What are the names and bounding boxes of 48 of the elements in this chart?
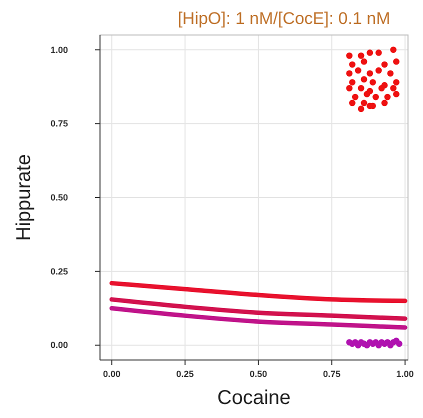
point [349, 100, 356, 106]
y-tick-label: 0.00 [50, 340, 68, 350]
point [393, 90, 400, 98]
point [372, 94, 379, 100]
x-tick-label: 0.25 [176, 369, 194, 379]
point [349, 79, 356, 86]
x-tick-label: 0.00 [102, 369, 120, 379]
point [358, 52, 364, 59]
point [346, 52, 353, 59]
point [346, 84, 353, 92]
point [390, 84, 397, 92]
point [381, 61, 388, 68]
y-tick-label: 0.50 [50, 192, 68, 202]
point [360, 100, 368, 106]
x-tick-label: 0.50 [250, 369, 268, 379]
point [360, 58, 368, 65]
point [393, 58, 400, 65]
line-series [109, 280, 408, 304]
y-tick-label: 0.25 [50, 266, 68, 276]
point [352, 94, 358, 100]
point [354, 67, 362, 74]
point [358, 84, 364, 92]
x-tick-label: 1.00 [396, 369, 414, 379]
point [378, 84, 385, 92]
point [375, 67, 382, 74]
x-axis-title: Cocaine [217, 387, 291, 409]
point [387, 70, 394, 77]
point [370, 79, 376, 86]
point [364, 90, 370, 98]
point [358, 106, 364, 112]
point [375, 50, 382, 56]
chart-title: [HipO]: 1 nM/[CocE]: 0.1 nM [178, 9, 390, 28]
y-axis-title: Hippurate [13, 154, 35, 241]
y-tick-label: 1.00 [50, 44, 68, 55]
point [366, 50, 374, 56]
x-tick-label: 0.75 [322, 369, 340, 379]
point [349, 61, 356, 68]
point [396, 340, 402, 347]
y-tick-label: 0.75 [50, 118, 68, 129]
point [360, 76, 368, 83]
point [390, 46, 397, 53]
line-series [109, 306, 408, 330]
point [346, 70, 353, 77]
point [393, 79, 400, 86]
point [366, 70, 374, 77]
point [384, 94, 391, 100]
point [381, 100, 388, 106]
line-series [109, 297, 408, 321]
